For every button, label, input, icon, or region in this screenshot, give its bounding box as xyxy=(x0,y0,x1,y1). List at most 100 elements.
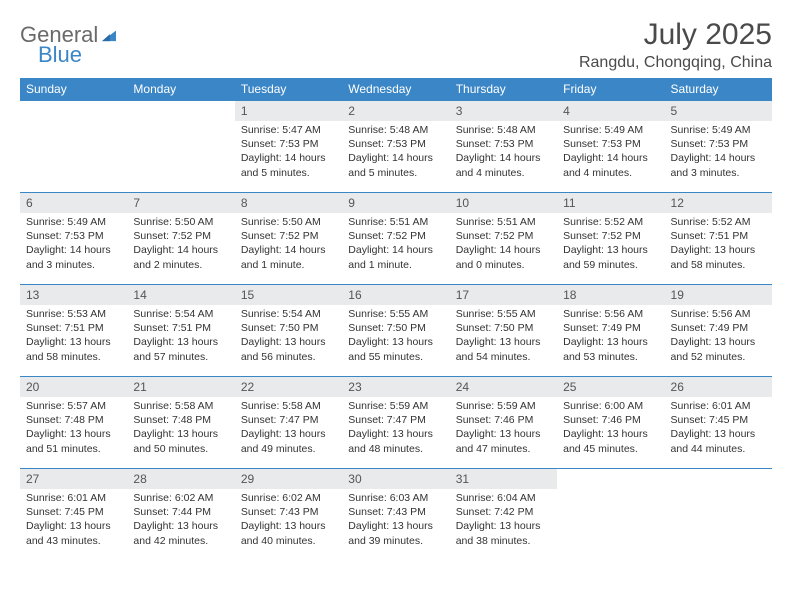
day-number: 12 xyxy=(665,193,772,213)
day-number: 2 xyxy=(342,101,449,121)
day-details: Sunrise: 5:58 AMSunset: 7:47 PMDaylight:… xyxy=(235,397,342,460)
day-cell-empty xyxy=(20,100,127,192)
day-number: 22 xyxy=(235,377,342,397)
dow-sunday: Sunday xyxy=(20,78,127,100)
dow-friday: Friday xyxy=(557,78,664,100)
day-cell: 18Sunrise: 5:56 AMSunset: 7:49 PMDayligh… xyxy=(557,284,664,376)
day-details: Sunrise: 5:50 AMSunset: 7:52 PMDaylight:… xyxy=(127,213,234,276)
logo: GeneralBlue xyxy=(20,18,118,68)
day-cell: 13Sunrise: 5:53 AMSunset: 7:51 PMDayligh… xyxy=(20,284,127,376)
day-details: Sunrise: 5:56 AMSunset: 7:49 PMDaylight:… xyxy=(557,305,664,368)
day-cell: 7Sunrise: 5:50 AMSunset: 7:52 PMDaylight… xyxy=(127,192,234,284)
day-cell: 19Sunrise: 5:56 AMSunset: 7:49 PMDayligh… xyxy=(665,284,772,376)
day-details: Sunrise: 6:01 AMSunset: 7:45 PMDaylight:… xyxy=(20,489,127,552)
week-row: 27Sunrise: 6:01 AMSunset: 7:45 PMDayligh… xyxy=(20,468,772,560)
day-cell: 4Sunrise: 5:49 AMSunset: 7:53 PMDaylight… xyxy=(557,100,664,192)
day-details: Sunrise: 5:49 AMSunset: 7:53 PMDaylight:… xyxy=(557,121,664,184)
day-details: Sunrise: 6:02 AMSunset: 7:44 PMDaylight:… xyxy=(127,489,234,552)
day-number: 1 xyxy=(235,101,342,121)
week-row: 6Sunrise: 5:49 AMSunset: 7:53 PMDaylight… xyxy=(20,192,772,284)
day-details: Sunrise: 5:55 AMSunset: 7:50 PMDaylight:… xyxy=(450,305,557,368)
day-cell: 17Sunrise: 5:55 AMSunset: 7:50 PMDayligh… xyxy=(450,284,557,376)
day-cell: 28Sunrise: 6:02 AMSunset: 7:44 PMDayligh… xyxy=(127,468,234,560)
dow-wednesday: Wednesday xyxy=(342,78,449,100)
dow-saturday: Saturday xyxy=(665,78,772,100)
day-details: Sunrise: 5:53 AMSunset: 7:51 PMDaylight:… xyxy=(20,305,127,368)
day-cell: 11Sunrise: 5:52 AMSunset: 7:52 PMDayligh… xyxy=(557,192,664,284)
week-row: 20Sunrise: 5:57 AMSunset: 7:48 PMDayligh… xyxy=(20,376,772,468)
day-cell: 15Sunrise: 5:54 AMSunset: 7:50 PMDayligh… xyxy=(235,284,342,376)
day-number: 21 xyxy=(127,377,234,397)
day-details: Sunrise: 5:51 AMSunset: 7:52 PMDaylight:… xyxy=(450,213,557,276)
day-number: 7 xyxy=(127,193,234,213)
day-details: Sunrise: 5:58 AMSunset: 7:48 PMDaylight:… xyxy=(127,397,234,460)
day-details: Sunrise: 5:54 AMSunset: 7:50 PMDaylight:… xyxy=(235,305,342,368)
day-cell: 27Sunrise: 6:01 AMSunset: 7:45 PMDayligh… xyxy=(20,468,127,560)
day-details: Sunrise: 6:00 AMSunset: 7:46 PMDaylight:… xyxy=(557,397,664,460)
day-cell-empty xyxy=(557,468,664,560)
day-number: 5 xyxy=(665,101,772,121)
calendar: SundayMondayTuesdayWednesdayThursdayFrid… xyxy=(20,78,772,560)
day-cell: 8Sunrise: 5:50 AMSunset: 7:52 PMDaylight… xyxy=(235,192,342,284)
day-cell: 5Sunrise: 5:49 AMSunset: 7:53 PMDaylight… xyxy=(665,100,772,192)
day-cell: 31Sunrise: 6:04 AMSunset: 7:42 PMDayligh… xyxy=(450,468,557,560)
weeks-container: 1Sunrise: 5:47 AMSunset: 7:53 PMDaylight… xyxy=(20,100,772,560)
day-cell: 14Sunrise: 5:54 AMSunset: 7:51 PMDayligh… xyxy=(127,284,234,376)
day-cell: 16Sunrise: 5:55 AMSunset: 7:50 PMDayligh… xyxy=(342,284,449,376)
header: GeneralBlue July 2025 Rangdu, Chongqing,… xyxy=(20,18,772,72)
day-cell: 20Sunrise: 5:57 AMSunset: 7:48 PMDayligh… xyxy=(20,376,127,468)
logo-sail-icon xyxy=(100,22,118,48)
day-details: Sunrise: 6:04 AMSunset: 7:42 PMDaylight:… xyxy=(450,489,557,552)
day-number: 16 xyxy=(342,285,449,305)
day-details: Sunrise: 6:01 AMSunset: 7:45 PMDaylight:… xyxy=(665,397,772,460)
day-number: 13 xyxy=(20,285,127,305)
day-cell: 3Sunrise: 5:48 AMSunset: 7:53 PMDaylight… xyxy=(450,100,557,192)
day-cell: 26Sunrise: 6:01 AMSunset: 7:45 PMDayligh… xyxy=(665,376,772,468)
day-cell: 9Sunrise: 5:51 AMSunset: 7:52 PMDaylight… xyxy=(342,192,449,284)
day-cell: 30Sunrise: 6:03 AMSunset: 7:43 PMDayligh… xyxy=(342,468,449,560)
day-number: 6 xyxy=(20,193,127,213)
location: Rangdu, Chongqing, China xyxy=(579,54,772,72)
week-row: 13Sunrise: 5:53 AMSunset: 7:51 PMDayligh… xyxy=(20,284,772,376)
day-number: 19 xyxy=(665,285,772,305)
day-details: Sunrise: 6:03 AMSunset: 7:43 PMDaylight:… xyxy=(342,489,449,552)
day-details: Sunrise: 5:56 AMSunset: 7:49 PMDaylight:… xyxy=(665,305,772,368)
day-of-week-header: SundayMondayTuesdayWednesdayThursdayFrid… xyxy=(20,78,772,100)
day-cell: 24Sunrise: 5:59 AMSunset: 7:46 PMDayligh… xyxy=(450,376,557,468)
day-details: Sunrise: 5:51 AMSunset: 7:52 PMDaylight:… xyxy=(342,213,449,276)
day-cell: 1Sunrise: 5:47 AMSunset: 7:53 PMDaylight… xyxy=(235,100,342,192)
title-block: July 2025 Rangdu, Chongqing, China xyxy=(579,18,772,72)
day-cell: 10Sunrise: 5:51 AMSunset: 7:52 PMDayligh… xyxy=(450,192,557,284)
day-number: 24 xyxy=(450,377,557,397)
day-number: 17 xyxy=(450,285,557,305)
day-cell: 22Sunrise: 5:58 AMSunset: 7:47 PMDayligh… xyxy=(235,376,342,468)
day-number: 11 xyxy=(557,193,664,213)
day-details: Sunrise: 5:47 AMSunset: 7:53 PMDaylight:… xyxy=(235,121,342,184)
day-number: 8 xyxy=(235,193,342,213)
day-cell: 29Sunrise: 6:02 AMSunset: 7:43 PMDayligh… xyxy=(235,468,342,560)
day-details: Sunrise: 6:02 AMSunset: 7:43 PMDaylight:… xyxy=(235,489,342,552)
day-number: 25 xyxy=(557,377,664,397)
dow-tuesday: Tuesday xyxy=(235,78,342,100)
day-cell: 12Sunrise: 5:52 AMSunset: 7:51 PMDayligh… xyxy=(665,192,772,284)
day-number: 20 xyxy=(20,377,127,397)
day-details: Sunrise: 5:48 AMSunset: 7:53 PMDaylight:… xyxy=(450,121,557,184)
dow-thursday: Thursday xyxy=(450,78,557,100)
day-details: Sunrise: 5:50 AMSunset: 7:52 PMDaylight:… xyxy=(235,213,342,276)
day-number: 10 xyxy=(450,193,557,213)
day-number: 9 xyxy=(342,193,449,213)
day-number: 23 xyxy=(342,377,449,397)
day-details: Sunrise: 5:59 AMSunset: 7:47 PMDaylight:… xyxy=(342,397,449,460)
day-details: Sunrise: 5:49 AMSunset: 7:53 PMDaylight:… xyxy=(20,213,127,276)
day-number: 31 xyxy=(450,469,557,489)
day-cell: 21Sunrise: 5:58 AMSunset: 7:48 PMDayligh… xyxy=(127,376,234,468)
day-cell: 25Sunrise: 6:00 AMSunset: 7:46 PMDayligh… xyxy=(557,376,664,468)
day-details: Sunrise: 5:52 AMSunset: 7:51 PMDaylight:… xyxy=(665,213,772,276)
month-title: July 2025 xyxy=(579,18,772,52)
day-details: Sunrise: 5:49 AMSunset: 7:53 PMDaylight:… xyxy=(665,121,772,184)
day-details: Sunrise: 5:52 AMSunset: 7:52 PMDaylight:… xyxy=(557,213,664,276)
day-details: Sunrise: 5:55 AMSunset: 7:50 PMDaylight:… xyxy=(342,305,449,368)
day-number: 28 xyxy=(127,469,234,489)
dow-monday: Monday xyxy=(127,78,234,100)
day-cell: 6Sunrise: 5:49 AMSunset: 7:53 PMDaylight… xyxy=(20,192,127,284)
